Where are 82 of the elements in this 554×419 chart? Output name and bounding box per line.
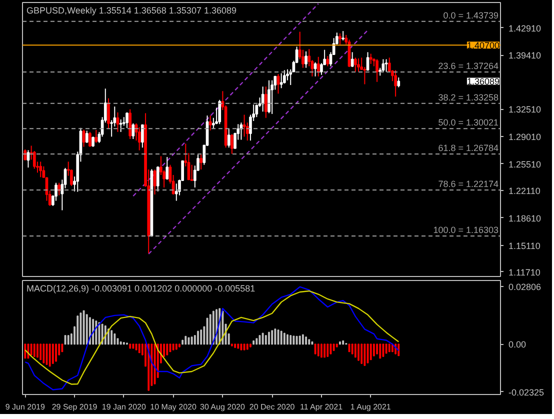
candlestick <box>338 32 342 45</box>
y-tick-label: 1.25510 <box>508 159 542 170</box>
candlestick <box>174 183 178 202</box>
y-tick-label: 1.29010 <box>508 132 542 142</box>
candlestick <box>88 131 92 148</box>
candlestick <box>314 62 317 77</box>
candlestick <box>320 62 323 76</box>
candlestick <box>138 126 141 151</box>
candlestick <box>354 57 357 72</box>
candlestick <box>94 129 98 144</box>
x-tick-label: 11 Apr 2021 <box>300 402 344 412</box>
candlestick <box>212 117 215 130</box>
chart-title: MACD(12,26,9) -0.003091 0.001202 0.000000 -0.005581 <box>26 284 256 294</box>
candlestick <box>242 114 246 138</box>
y-tick-label: 1.11710 <box>508 267 540 278</box>
candlestick <box>283 70 286 84</box>
y-tick-label: 1.39410 <box>508 50 542 61</box>
candlestick <box>107 98 110 130</box>
x-tick-label: 30 Aug 2020 <box>200 402 246 412</box>
y-tick-label: 1.32510 <box>508 104 542 115</box>
candlestick <box>366 52 370 71</box>
candlestick <box>268 80 270 114</box>
candlestick <box>227 128 230 148</box>
annotation: 1.36089 <box>466 76 500 87</box>
ref-line-label: 23.6 = 1.37264 <box>438 61 499 72</box>
y-tick-label: 1.22110 <box>508 186 540 196</box>
ref-line-label: 50.0 = 1.30021 <box>438 118 499 128</box>
x-tick-label: 1 Aug 2021 <box>350 402 392 412</box>
candlestick <box>264 86 268 118</box>
candlestick <box>126 112 128 129</box>
ref-line-label: 38.2 = 1.33258 <box>438 92 499 102</box>
candlestick <box>350 52 354 68</box>
candlestick <box>304 50 308 68</box>
candlestick <box>326 56 330 67</box>
ref-line-label: 61.8 = 1.26784 <box>438 142 499 153</box>
candlestick <box>397 76 400 88</box>
chart-title: GBPUSD,Weekly 1.35514 1.36568 1.35307 1.36089 <box>26 6 236 16</box>
candlestick <box>58 182 61 196</box>
candlestick <box>316 56 320 77</box>
candlestick <box>342 30 345 41</box>
y-tick-label: 1.15110 <box>508 240 540 251</box>
candlestick <box>270 80 274 114</box>
candlestick <box>357 58 360 72</box>
x-tick-label: 9 Jun 2019 <box>5 402 46 412</box>
candlestick <box>82 129 86 148</box>
candlestick <box>208 115 212 131</box>
candlestick <box>218 99 222 125</box>
candlestick <box>200 154 203 170</box>
candlestick <box>166 156 169 180</box>
candlestick <box>363 66 366 85</box>
candlestick <box>230 134 234 154</box>
candlestick <box>190 164 194 182</box>
candlestick <box>369 53 372 64</box>
candlestick <box>394 70 397 98</box>
ref-line-label: 0.0 = 1.43739 <box>443 10 499 20</box>
candlestick <box>26 150 30 168</box>
x-tick-label: 19 Jan 2020 <box>102 402 146 412</box>
candlestick <box>376 58 378 82</box>
ref-line-label: 100.0 = 1.16303 <box>433 224 498 235</box>
candlestick <box>286 68 289 81</box>
candlestick <box>384 58 388 72</box>
x-tick-label: 29 Sep 2019 <box>52 402 98 412</box>
y-tick-label: 1.18610 <box>508 213 542 224</box>
candlestick <box>132 122 135 140</box>
candlestick <box>119 118 122 132</box>
candlestick <box>128 108 132 140</box>
candlestick <box>280 72 283 89</box>
ref-line-label: 78.6 = 1.22174 <box>438 179 499 190</box>
candlestick <box>85 130 88 144</box>
ref-line-label: 1.40700 <box>466 40 500 51</box>
candlestick <box>92 136 94 148</box>
x-tick-label: 20 Dec 2020 <box>249 402 296 412</box>
x-tick-label: 10 May 2020 <box>150 402 197 412</box>
candlestick <box>39 161 42 178</box>
y-tick-label: 1.42910 <box>508 23 542 34</box>
y-tick-label: -0.02325 <box>508 387 544 398</box>
candlestick <box>156 166 160 192</box>
candlestick <box>153 168 156 196</box>
candlestick <box>54 182 58 202</box>
y-tick-label: 0.02806 <box>508 282 542 292</box>
y-tick-label: 0.00 <box>508 340 526 350</box>
candlestick <box>141 124 144 148</box>
